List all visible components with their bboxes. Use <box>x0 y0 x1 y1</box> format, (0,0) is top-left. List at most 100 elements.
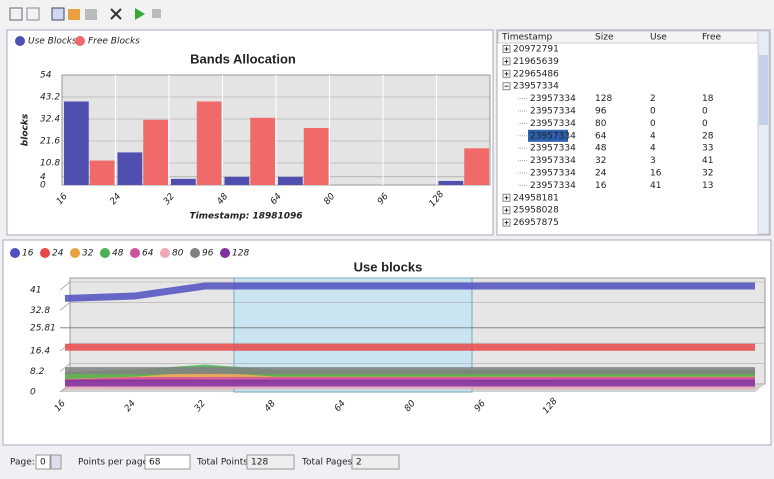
legend-label: 48 <box>112 249 124 259</box>
bar <box>438 180 464 185</box>
tool-button[interactable] <box>135 8 145 20</box>
y-tick-label: 21.6 <box>40 137 60 147</box>
chart-title: Bands Allocation <box>190 51 296 66</box>
tool-button[interactable] <box>110 8 122 20</box>
tree-table: Timestamp Size Use Free 20972791 21965639 2296… <box>497 30 770 235</box>
cell: 4 <box>650 144 656 154</box>
pager-value: 128 <box>251 458 268 468</box>
y-axis-label: blocks <box>21 113 31 146</box>
legend-swatch <box>70 248 80 258</box>
legend-label: 32 <box>82 249 94 259</box>
bar <box>117 152 143 185</box>
y-tick-label: 32.4 <box>40 115 60 125</box>
pager-field <box>246 454 295 470</box>
legend-swatch <box>40 248 50 258</box>
bar <box>278 176 303 185</box>
column-header: Use <box>650 33 667 43</box>
cell: 13 <box>702 181 713 191</box>
y-tick-label: 41 <box>30 286 41 296</box>
cell: 23957334 <box>530 156 576 166</box>
selection <box>528 129 568 142</box>
bar <box>464 148 489 185</box>
pager-value: 0 <box>40 458 46 468</box>
cell: 21965639 <box>513 57 559 67</box>
x-axis-label: Timestamp: 18981096 <box>189 212 302 222</box>
cell: 22965486 <box>513 69 559 79</box>
spinner[interactable] <box>50 454 62 470</box>
pager: Page: 0 Points per page:68 Total Points: 128… <box>10 454 400 470</box>
legend-label: Use Blocks <box>28 37 77 47</box>
column-header: Timestamp <box>501 33 553 43</box>
cell: 16 <box>595 181 607 191</box>
series-ribbon <box>64 282 555 302</box>
bar <box>89 160 115 185</box>
cell: 23957334 <box>530 119 576 129</box>
cell: 80 <box>595 119 607 129</box>
scrollbar <box>757 30 770 235</box>
tool-button[interactable] <box>152 9 161 18</box>
grid-line <box>59 302 71 311</box>
legend-swatch <box>220 248 230 258</box>
y-tick-label: 32.8 <box>30 306 50 316</box>
y-tick-label: 54 <box>40 71 52 81</box>
legend-swatch <box>10 248 20 258</box>
pager-field[interactable] <box>35 454 51 470</box>
y-tick-label: 4 <box>40 172 46 182</box>
pager-value: 2 <box>356 458 362 468</box>
column-header: Free <box>702 33 722 43</box>
cell: 32 <box>595 156 606 166</box>
pager-label: Total Pages: <box>301 458 355 468</box>
cell: 2 <box>650 94 656 104</box>
cell: 23957334 <box>530 94 576 104</box>
bar <box>224 176 250 185</box>
cell: 0 <box>702 119 708 129</box>
y-tick-label: 0 <box>40 181 46 191</box>
scroll-thumb[interactable] <box>759 55 768 125</box>
pager-field[interactable] <box>144 454 191 470</box>
cell: 3 <box>650 156 656 166</box>
legend-label: Free Blocks <box>88 37 140 47</box>
tool-button[interactable] <box>9 7 23 21</box>
grid-line <box>59 281 71 291</box>
marker-label: 25.81 <box>30 323 56 333</box>
pager-value: 68 <box>149 458 161 468</box>
tool-button[interactable] <box>26 7 40 21</box>
cell: 18 <box>702 94 714 104</box>
cell: 41 <box>650 181 661 191</box>
cell: 16 <box>650 169 662 179</box>
cell: 128 <box>595 94 612 104</box>
tool-button[interactable] <box>68 9 80 20</box>
chart-title: Use blocks <box>354 259 423 274</box>
cell: 23957334 <box>513 82 559 92</box>
tool-button[interactable] <box>85 9 97 20</box>
legend-swatch <box>160 248 170 258</box>
cell: 64 <box>595 131 607 141</box>
cell: 96 <box>595 107 607 117</box>
y-tick-label: 16.4 <box>30 347 50 357</box>
bar <box>171 178 196 185</box>
y-tick-label: 10.8 <box>40 159 60 169</box>
cell: 0 <box>650 107 656 117</box>
y-tick-label: 43.2 <box>40 93 60 103</box>
cell: 23957334 <box>530 144 576 154</box>
cell: 41 <box>702 156 713 166</box>
cell: 24 <box>595 169 607 179</box>
column-header: Size <box>595 33 614 43</box>
legend-swatch <box>15 36 25 46</box>
cell: 0 <box>650 119 656 129</box>
bar <box>303 127 329 185</box>
cell: 48 <box>595 144 607 154</box>
bar <box>196 101 222 185</box>
cell: 23957334 <box>530 107 576 117</box>
cell: 28 <box>702 131 714 141</box>
cell: 24958181 <box>513 193 559 203</box>
cell: 25958028 <box>513 206 559 216</box>
cell: 23957334 <box>530 181 576 191</box>
legend-swatch <box>100 248 110 258</box>
bar <box>143 119 168 185</box>
tool-button[interactable] <box>51 7 65 21</box>
y-tick-label: 8.2 <box>30 367 45 377</box>
legend-label: 16 <box>22 249 34 259</box>
legend-swatch <box>75 36 85 46</box>
